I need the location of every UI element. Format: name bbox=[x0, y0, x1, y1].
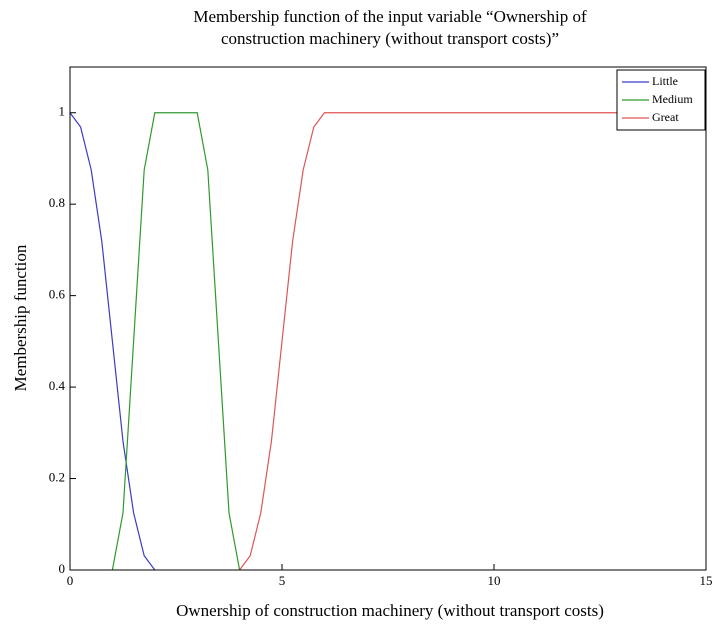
x-tick-label: 0 bbox=[67, 573, 74, 588]
x-tick-label: 5 bbox=[279, 573, 286, 588]
y-tick-label: 0.6 bbox=[49, 287, 66, 302]
y-tick-label: 0.2 bbox=[49, 470, 65, 485]
x-tick-label: 15 bbox=[700, 573, 712, 588]
legend-label: Medium bbox=[652, 92, 693, 106]
chart-title: Membership function of the input variabl… bbox=[193, 7, 587, 26]
legend-label: Great bbox=[652, 110, 679, 124]
x-axis-label: Ownership of construction machinery (wit… bbox=[176, 601, 604, 620]
y-tick-label: 0.4 bbox=[49, 378, 66, 393]
plot-area bbox=[70, 67, 706, 570]
y-tick-label: 1 bbox=[59, 104, 66, 119]
series-line bbox=[239, 112, 706, 571]
axes-box bbox=[69, 66, 707, 571]
series-line bbox=[69, 112, 156, 571]
x-tick-label: 10 bbox=[488, 573, 501, 588]
y-axis-label: Membership function bbox=[11, 244, 30, 391]
legend-label: Little bbox=[652, 74, 678, 88]
series-line bbox=[111, 112, 241, 571]
y-tick-label: 0 bbox=[59, 561, 66, 576]
chart-title: construction machinery (without transpor… bbox=[221, 29, 559, 48]
y-tick-label: 0.8 bbox=[49, 195, 65, 210]
